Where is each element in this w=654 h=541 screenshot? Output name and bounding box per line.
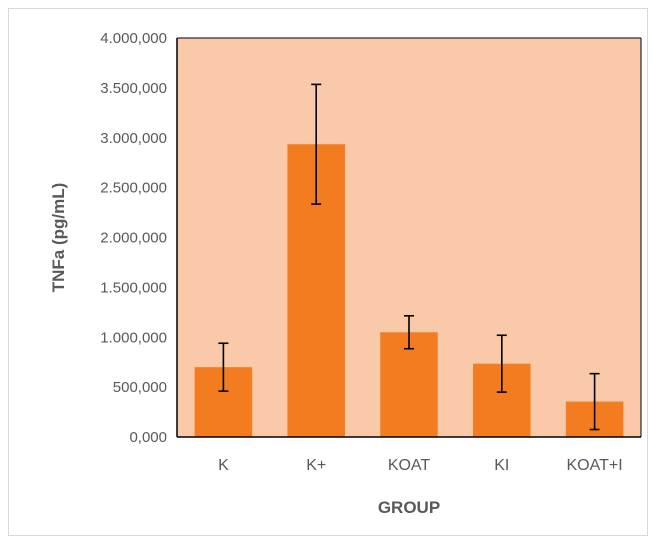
x-category-label: K+	[306, 457, 326, 474]
error-bar	[311, 83, 322, 205]
y-tick-label: 500,000	[113, 379, 167, 396]
bars-group	[194, 144, 624, 437]
error-bar	[496, 334, 507, 393]
error-bar	[218, 342, 229, 392]
x-axis-categories: K K+ KOAT KI KOAT+I	[218, 457, 623, 474]
y-axis-ticks: 0,000 500,000 1.000,000 1.500,000 2.000,000 2…	[100, 30, 167, 446]
y-axis-title: TNFa (pg/mL)	[49, 183, 68, 293]
x-category-label: KI	[494, 457, 509, 474]
error-bar	[589, 372, 600, 431]
y-tick-label: 4.000,000	[100, 30, 167, 47]
x-axis-title: GROUP	[378, 498, 440, 517]
y-tick-label: 2.000,000	[100, 230, 167, 247]
error-bar	[404, 315, 414, 350]
x-category-label: KOAT	[388, 457, 431, 474]
bar-chart: 0,000 500,000 1.000,000 1.500,000 2.000,000 2…	[49, 30, 642, 517]
y-tick-label: 1.500,000	[100, 279, 167, 296]
y-tick-label: 2.500,000	[100, 180, 167, 197]
y-tick-label: 3.500,000	[100, 80, 167, 97]
y-tick-label: 1.000,000	[100, 329, 167, 346]
error-bars-group	[218, 83, 600, 431]
chart-frame: 0,000 500,000 1.000,000 1.500,000 2.000,000 2…	[8, 8, 648, 536]
x-category-label: KOAT+I	[567, 457, 623, 474]
y-tick-label: 0,000	[129, 429, 167, 446]
y-tick-label: 3.000,000	[100, 130, 167, 147]
bar	[380, 332, 438, 437]
x-category-label: K	[218, 457, 229, 474]
